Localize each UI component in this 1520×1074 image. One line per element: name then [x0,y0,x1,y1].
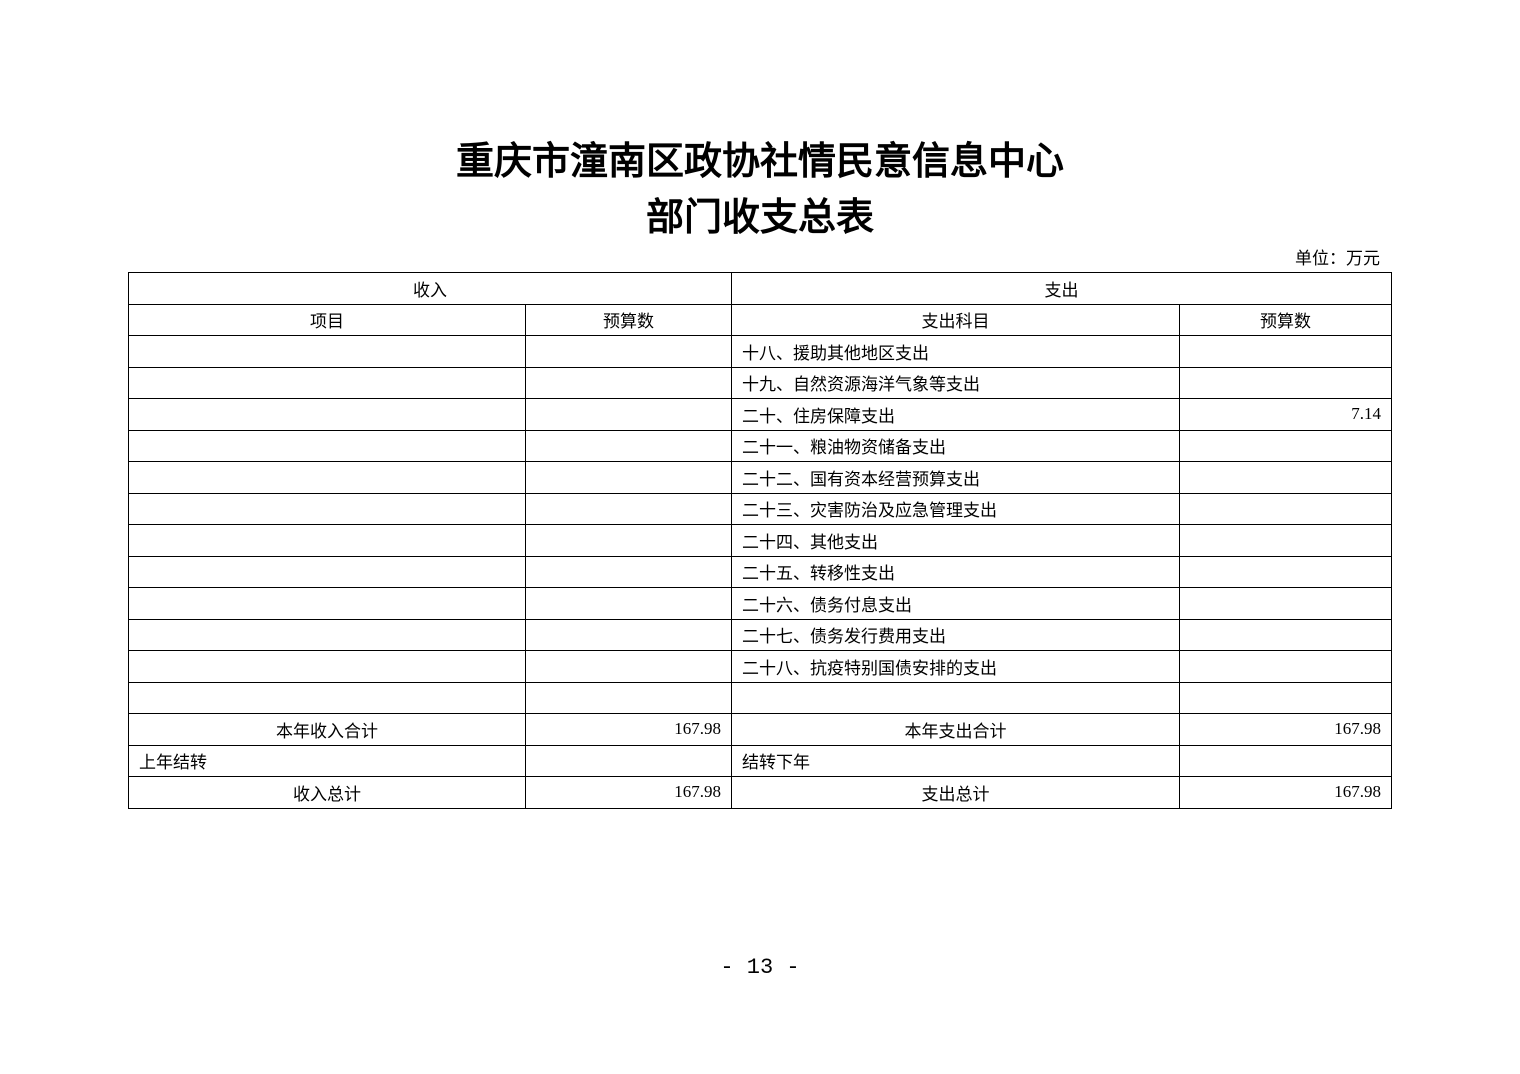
carry-in-value [525,744,732,777]
document-subtitle: 部门收支总表 [645,197,874,239]
carry-out-value [1179,744,1392,777]
expense-value-cell: 7.14 [1179,398,1392,431]
expense-item-header: 支出科目 [731,303,1180,336]
carry-in-label: 上年结转 [128,744,526,777]
income-item-cell [128,398,526,431]
year-expense-value: 167.98 [1179,713,1392,746]
income-value-cell [525,461,732,494]
income-item-cell [128,366,526,399]
total-expense-value: 167.98 [1179,776,1392,809]
expense-value-cell [1179,618,1392,651]
expense-budget-header: 预算数 [1179,303,1392,336]
expense-item-cell: 二十五、转移性支出 [731,555,1180,588]
income-value-cell [525,524,732,557]
income-item-cell [128,461,526,494]
expense-value-cell [1179,492,1392,525]
income-item-cell [128,429,526,462]
budget-table: 收入 支出 项目 预算数 支出科目 预算数 十八、援助其他地区支出 十九、自然资源… [128,272,1392,809]
expense-item-cell: 二十二、国有资本经营预算支出 [731,461,1180,494]
income-value-cell [525,555,732,588]
total-expense-label: 支出总计 [731,776,1180,809]
year-income-label: 本年收入合计 [128,713,526,746]
year-income-value: 167.98 [525,713,732,746]
income-item-cell [128,492,526,525]
table-row [128,681,1392,714]
income-value-cell [525,398,732,431]
expense-value-cell [1179,681,1392,714]
expense-value-cell [1179,335,1392,368]
table-subheader-row: 项目 预算数 支出科目 预算数 [128,303,1392,336]
expense-value-cell [1179,587,1392,620]
income-value-cell [525,681,732,714]
income-value-cell [525,429,732,462]
expense-item-cell: 十九、自然资源海洋气象等支出 [731,366,1180,399]
table-row: 二十八、抗疫特别国债安排的支出 [128,650,1392,683]
grand-total-row: 收入总计 167.98 支出总计 167.98 [128,776,1392,809]
expense-item-cell [731,681,1180,714]
expense-header: 支出 [731,272,1392,305]
carry-out-label: 结转下年 [731,744,1180,777]
expense-item-cell: 二十三、灾害防治及应急管理支出 [731,492,1180,525]
total-income-value: 167.98 [525,776,732,809]
table-row: 十九、自然资源海洋气象等支出 [128,366,1392,399]
expense-value-cell [1179,461,1392,494]
table-row: 十八、援助其他地区支出 [128,335,1392,368]
year-total-row: 本年收入合计 167.98 本年支出合计 167.98 [128,713,1392,746]
table-row: 二十二、国有资本经营预算支出 [128,461,1392,494]
income-value-cell [525,587,732,620]
expense-value-cell [1179,650,1392,683]
income-item-cell [128,681,526,714]
expense-value-cell [1179,555,1392,588]
income-header: 收入 [128,272,732,305]
income-item-cell [128,555,526,588]
income-value-cell [525,492,732,525]
table-row: 二十一、粮油物资储备支出 [128,429,1392,462]
income-item-cell [128,650,526,683]
table-row: 二十六、债务付息支出 [128,587,1392,620]
unit-label: 单位：万元 [1295,249,1380,268]
income-value-cell [525,618,732,651]
expense-item-cell: 二十八、抗疫特别国债安排的支出 [731,650,1180,683]
item-header: 项目 [128,303,526,336]
document-title: 重庆市潼南区政协社情民意信息中心 [455,141,1064,183]
income-value-cell [525,366,732,399]
income-value-cell [525,650,732,683]
income-item-cell [128,618,526,651]
table-row: 二十、住房保障支出 7.14 [128,398,1392,431]
carry-row: 上年结转 结转下年 [128,744,1392,777]
table-header-row: 收入 支出 [128,272,1392,305]
income-item-cell [128,335,526,368]
expense-item-cell: 二十七、债务发行费用支出 [731,618,1180,651]
income-value-cell [525,335,732,368]
table-row: 二十四、其他支出 [128,524,1392,557]
expense-value-cell [1179,429,1392,462]
expense-item-cell: 二十、住房保障支出 [731,398,1180,431]
total-income-label: 收入总计 [128,776,526,809]
expense-value-cell [1179,366,1392,399]
expense-item-cell: 二十一、粮油物资储备支出 [731,429,1180,462]
income-item-cell [128,587,526,620]
table-row: 二十三、灾害防治及应急管理支出 [128,492,1392,525]
expense-item-cell: 二十六、债务付息支出 [731,587,1180,620]
expense-item-cell: 十八、援助其他地区支出 [731,335,1180,368]
income-item-cell [128,524,526,557]
budget-header: 预算数 [525,303,732,336]
expense-value-cell [1179,524,1392,557]
table-row: 二十七、债务发行费用支出 [128,618,1392,651]
page-number: - 13 - [720,955,800,980]
table-row: 二十五、转移性支出 [128,555,1392,588]
expense-item-cell: 二十四、其他支出 [731,524,1180,557]
year-expense-label: 本年支出合计 [731,713,1180,746]
